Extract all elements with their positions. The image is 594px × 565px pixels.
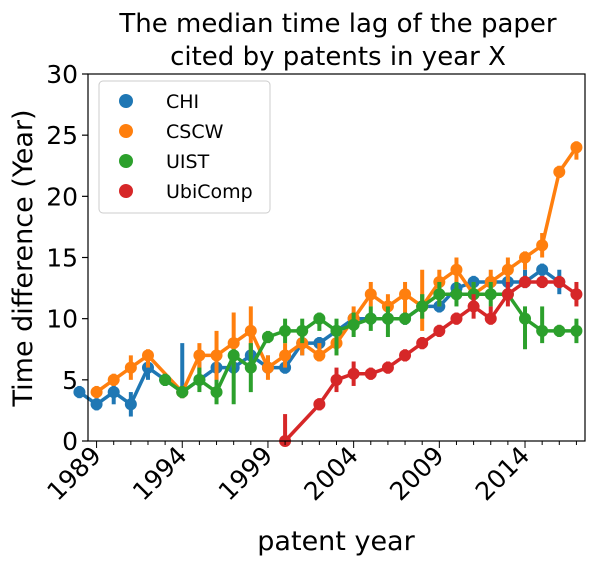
chart-title-line-1: The median time lag of the paper (118, 9, 556, 39)
data-point (330, 373, 343, 386)
data-point (244, 361, 257, 374)
x-axis-label: patent year (257, 526, 415, 557)
data-point (73, 386, 86, 399)
data-point (433, 288, 446, 301)
legend-marker-ubicomp (119, 184, 133, 198)
legend-box (98, 80, 271, 214)
data-point (467, 300, 480, 313)
y-tick-label: 25 (46, 121, 78, 150)
data-point (519, 312, 532, 325)
data-point (141, 349, 154, 362)
x-tick-label: 2004 (298, 441, 363, 506)
legend-label-chi: CHI (166, 91, 199, 113)
data-point (107, 373, 120, 386)
data-point (399, 288, 412, 301)
data-point (330, 324, 343, 337)
data-point (227, 349, 240, 362)
data-point (313, 349, 326, 362)
x-tick-label: 1994 (127, 441, 192, 506)
data-point (244, 324, 257, 337)
data-point (553, 165, 566, 178)
y-tick-label: 10 (46, 305, 78, 334)
series-ubicomp (279, 275, 583, 447)
data-point (261, 361, 274, 374)
data-point (501, 288, 514, 301)
legend-label-uist: UIST (166, 151, 210, 173)
data-point (296, 324, 309, 337)
x-tick-label: 2014 (470, 441, 535, 506)
data-point (536, 324, 549, 337)
data-point (501, 263, 514, 276)
y-axis: 0 5 10 15 20 25 30 (46, 60, 88, 456)
data-point (279, 349, 292, 362)
y-tick-label: 5 (62, 366, 78, 395)
data-point (381, 312, 394, 325)
data-point (450, 288, 463, 301)
y-tick-label: 15 (46, 244, 78, 273)
data-point (450, 312, 463, 325)
data-point (159, 373, 172, 386)
data-point (536, 275, 549, 288)
data-point (313, 398, 326, 411)
data-point (176, 386, 189, 399)
data-point (553, 324, 566, 337)
data-point (313, 312, 326, 325)
data-point (193, 373, 206, 386)
data-point (381, 361, 394, 374)
legend-marker-chi (119, 94, 133, 108)
legend-marker-cscw (119, 124, 133, 138)
data-point (519, 251, 532, 264)
data-point (193, 349, 206, 362)
data-point (279, 324, 292, 337)
data-point (570, 288, 583, 301)
data-point (484, 312, 497, 325)
x-tick-label: 2009 (384, 441, 449, 506)
data-point (399, 312, 412, 325)
data-point (450, 263, 463, 276)
data-point (484, 288, 497, 301)
data-point (399, 349, 412, 362)
data-point (347, 318, 360, 331)
data-point (347, 367, 360, 380)
legend-label-ubicomp: UbiComp (166, 181, 253, 203)
legend-label-cscw: CSCW (166, 121, 224, 143)
data-point (210, 349, 223, 362)
data-point (536, 239, 549, 252)
data-point (364, 312, 377, 325)
data-point (90, 398, 103, 411)
x-axis: 1989 1994 1999 2004 2009 2014 (41, 441, 577, 506)
data-point (433, 324, 446, 337)
data-point (107, 386, 120, 399)
legend-marker-uist (119, 154, 133, 168)
y-tick-label: 20 (46, 182, 78, 211)
data-point (536, 263, 549, 276)
chart-title-line-2: cited by patents in year X (170, 42, 506, 72)
data-point (416, 337, 429, 350)
data-point (570, 324, 583, 337)
data-point (261, 331, 274, 344)
data-point (124, 398, 137, 411)
legend: CHI CSCW UIST UbiComp (98, 80, 271, 214)
y-tick-label: 30 (46, 60, 78, 89)
data-point (416, 300, 429, 313)
data-point (570, 141, 583, 154)
data-point (519, 275, 532, 288)
x-tick-label: 1999 (213, 441, 278, 506)
data-point (90, 386, 103, 399)
y-tick-label: 0 (62, 427, 78, 456)
data-point (210, 386, 223, 399)
y-axis-label: Time difference (Year) (8, 109, 39, 407)
data-point (227, 337, 240, 350)
series-line (95, 146, 578, 394)
data-point (553, 275, 566, 288)
data-point (364, 288, 377, 301)
data-point (364, 367, 377, 380)
plot-area (73, 141, 583, 447)
data-point (124, 361, 137, 374)
